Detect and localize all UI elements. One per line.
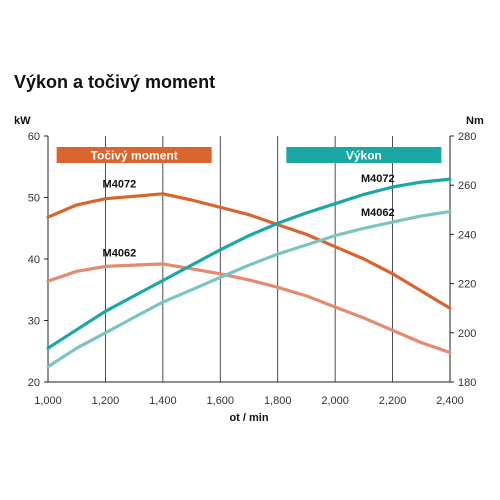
x-tick-label: 1,800 <box>264 395 292 407</box>
legend-bar <box>286 147 442 163</box>
series-lines <box>46 177 452 369</box>
y-left-unit-label: kW <box>14 115 31 127</box>
series-line-power-m4072 <box>46 177 452 350</box>
y-left-tick-label: 30 <box>28 316 40 328</box>
axes: 1,000 1,200 1,400 1,600 1,800 2,000 2,200 2,400… <box>14 115 484 424</box>
series-labels: M4072 M4062 M4072 M4062 <box>103 173 395 259</box>
series-line-torque-m4062 <box>46 262 452 355</box>
y-right-tick-label: 180 <box>458 377 476 389</box>
x-tick-label: 1,600 <box>207 395 235 407</box>
series-label: M4072 <box>103 179 137 191</box>
y-right-unit-label: Nm <box>466 115 484 127</box>
x-tick-label: 2,400 <box>436 395 464 407</box>
y-left-tick-label: 40 <box>28 254 40 266</box>
x-tick-label: 2,000 <box>321 395 349 407</box>
x-tick-label: 1,200 <box>92 395 120 407</box>
x-tick-label: 2,200 <box>379 395 407 407</box>
y-left-tick-label: 60 <box>28 131 40 143</box>
legend: Točivý moment Výkon <box>56 147 442 163</box>
series-label: M4062 <box>103 248 137 260</box>
y-right-tick-label: 200 <box>458 328 476 340</box>
grid <box>105 136 393 382</box>
series-line-torque-m4072 <box>46 192 452 310</box>
x-tick-label: 1,000 <box>34 395 62 407</box>
y-left-tick-label: 20 <box>28 377 40 389</box>
series-label: M4062 <box>361 207 395 219</box>
y-right-tick-label: 220 <box>458 279 476 291</box>
series-label: M4072 <box>361 173 395 185</box>
y-right-tick-label: 260 <box>458 180 476 192</box>
y-right-tick-label: 280 <box>458 131 476 143</box>
series-line-power-m4062 <box>46 210 452 369</box>
legend-label: Točivý moment <box>91 149 178 163</box>
chart-title: Výkon a točivý moment <box>14 72 216 92</box>
legend-bar <box>56 147 212 163</box>
x-axis-label: ot / min <box>229 412 268 424</box>
x-tick-label: 1,400 <box>149 395 177 407</box>
y-left-tick-label: 50 <box>28 193 40 205</box>
legend-label: Výkon <box>346 149 382 163</box>
y-right-tick-label: 240 <box>458 229 476 241</box>
